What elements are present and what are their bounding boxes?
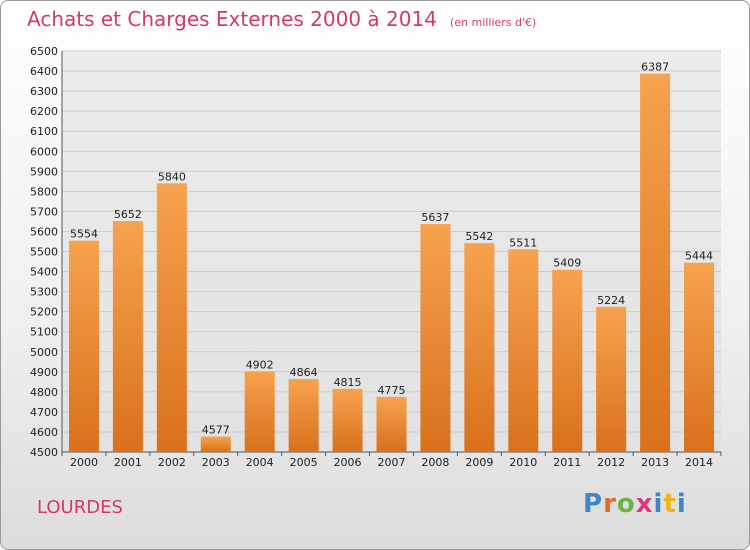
data-label: 5409 [553, 257, 581, 270]
x-tick-label: 2001 [114, 456, 142, 469]
data-label: 4775 [378, 384, 406, 397]
x-tick-label: 2007 [378, 456, 406, 469]
y-tick-label: 5700 [30, 205, 58, 218]
y-tick-label: 6400 [30, 65, 58, 78]
y-tick-label: 5000 [30, 346, 58, 359]
x-tick-label: 2011 [553, 456, 581, 469]
bar [596, 306, 627, 452]
bar [420, 224, 451, 452]
x-tick-label: 2010 [509, 456, 537, 469]
data-label: 4864 [290, 366, 318, 379]
logo-letter: i [653, 489, 664, 519]
y-tick-label: 5800 [30, 185, 58, 198]
bar [156, 183, 187, 452]
data-label: 5554 [70, 228, 98, 241]
bar [464, 243, 495, 452]
y-tick-label: 5100 [30, 326, 58, 339]
x-tick-label: 2004 [246, 456, 274, 469]
y-tick-label: 5200 [30, 306, 58, 319]
plot-area: 4500 4600 4700 4800 4900 5000 5100 5200 5300 5400… [30, 45, 722, 469]
y-tick-label: 4800 [30, 386, 58, 399]
logo-letter: o [616, 489, 636, 519]
data-label: 5224 [597, 294, 625, 307]
city-label: LOURDES [37, 497, 123, 518]
y-tick-label: 5500 [30, 246, 58, 259]
data-label: 4902 [246, 358, 274, 371]
y-tick-label: 6500 [30, 45, 58, 58]
proxiti-logo: Proxiti [583, 489, 687, 519]
data-label: 5511 [509, 236, 537, 249]
logo-letter: t [663, 489, 677, 519]
bar [684, 262, 715, 452]
y-tick-label: 4700 [30, 406, 58, 419]
x-tick-label: 2002 [158, 456, 186, 469]
data-label: 5637 [421, 211, 449, 224]
data-label: 5652 [114, 208, 142, 221]
x-tick-label: 2000 [70, 456, 98, 469]
x-tick-label: 2008 [421, 456, 449, 469]
y-tick-label: 6300 [30, 85, 58, 98]
x-tick-label: 2012 [597, 456, 625, 469]
y-tick-label: 6100 [30, 125, 58, 138]
data-label: 5444 [685, 250, 713, 263]
y-tick-label: 6000 [30, 145, 58, 158]
data-label: 4577 [202, 424, 230, 437]
x-tick-label: 2003 [202, 456, 230, 469]
bar [200, 436, 231, 452]
data-label: 5542 [465, 230, 493, 243]
y-tick-label: 5600 [30, 225, 58, 238]
logo-letter: x [635, 489, 654, 519]
logo-letter: P [583, 489, 604, 519]
x-tick-label: 2013 [641, 456, 669, 469]
bar [288, 379, 319, 452]
data-label: 6387 [641, 61, 669, 74]
logo-letter: r [603, 489, 617, 519]
logo-letter: i [676, 489, 687, 519]
bar [68, 240, 99, 452]
y-tick-label: 4600 [30, 426, 58, 439]
data-label: 5840 [158, 170, 186, 183]
title-block: Achats et Charges Externes 2000 à 2014 (… [27, 7, 536, 31]
y-tick-label: 5900 [30, 165, 58, 178]
x-tick-label: 2005 [290, 456, 318, 469]
y-tick-label: 5400 [30, 266, 58, 279]
bar [508, 249, 539, 452]
bar [244, 371, 275, 452]
data-label: 4815 [334, 376, 362, 389]
bar [552, 269, 583, 452]
bar [332, 388, 363, 452]
y-tick-label: 4500 [30, 446, 58, 459]
x-tick-label: 2014 [685, 456, 713, 469]
bar [376, 396, 407, 452]
chart-title: Achats et Charges Externes 2000 à 2014 [27, 7, 437, 31]
x-tick-label: 2009 [465, 456, 493, 469]
chart-subtitle: (en milliers d'€) [450, 16, 537, 29]
bar [640, 73, 671, 453]
y-tick-label: 5300 [30, 286, 58, 299]
y-tick-label: 4900 [30, 366, 58, 379]
y-tick-label: 6200 [30, 105, 58, 118]
x-tick-label: 2006 [334, 456, 362, 469]
bar [112, 221, 143, 452]
